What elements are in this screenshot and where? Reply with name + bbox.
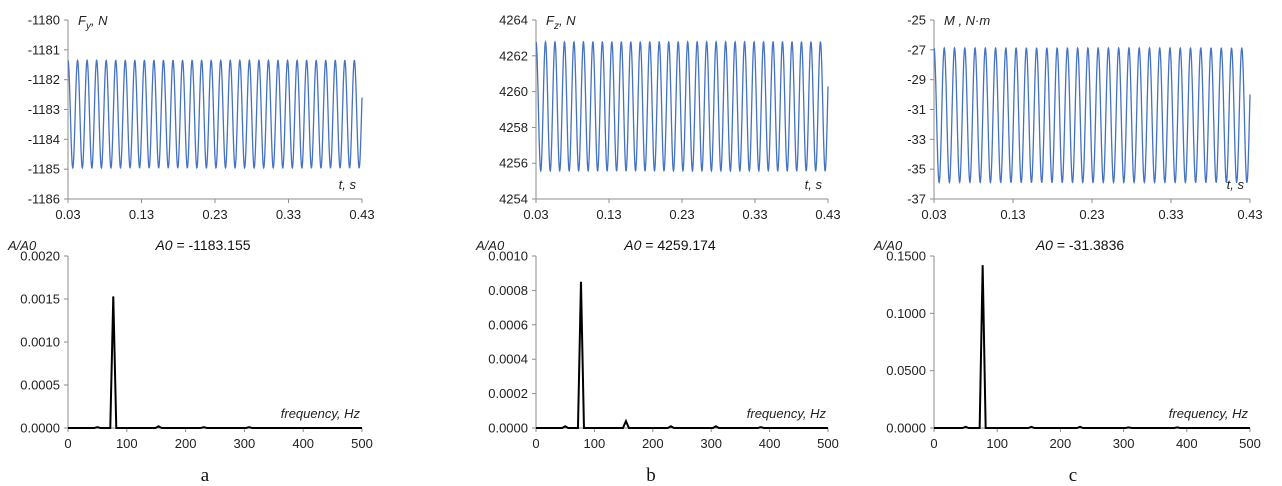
x-tick-label: 0.43: [815, 207, 840, 222]
y-tick-label: -37: [907, 192, 926, 207]
y-tick-label: 0.0000: [886, 421, 926, 436]
x-tick-label: 500: [351, 436, 373, 451]
time-series-line: [535, 40, 829, 173]
y-axis-label: Fy, N: [78, 13, 108, 32]
y-tick-label: 4264: [499, 13, 528, 28]
x-tick-label: 300: [1113, 436, 1135, 451]
y-tick-label: 0.0010: [488, 249, 528, 264]
x-tick-label: 400: [1176, 436, 1198, 451]
x-tick-label: 200: [175, 436, 197, 451]
y-tick-label: 0.0004: [488, 352, 528, 367]
y-tick-label: 0.0010: [20, 335, 60, 350]
x-tick-label: 0.23: [669, 207, 694, 222]
x-tick-label: 0: [64, 436, 71, 451]
y-tick-label: -31: [907, 102, 926, 117]
chart-a-time-history: -1186 -1185 -1184 -1183 -1182 -1181 -1180 0.03 0…: [28, 13, 375, 223]
panel-label-c: c: [1069, 465, 1077, 486]
y-axis-label: A/A0: [475, 238, 505, 253]
chart-b-time-history: 4254 4256 4258 4260 4262 4264 0.03 0.13 0.23 0.33…: [499, 13, 841, 223]
spectrum-line: [934, 265, 1250, 429]
y-tick-label: 0.0002: [488, 386, 528, 401]
y-tick-label: 0.0000: [488, 421, 528, 436]
y-tick-label: -35: [907, 162, 926, 177]
x-axis-label: frequency, Hz: [747, 406, 827, 421]
a0-title: A0 = 4259.174: [623, 237, 716, 253]
y-tick-label: -1186: [28, 192, 60, 207]
y-tick-label: 4262: [499, 48, 528, 63]
x-tick-label: 0.03: [921, 207, 946, 222]
y-tick-label: 0.0500: [886, 363, 926, 378]
y-tick-label: 4256: [499, 156, 528, 171]
y-tick-label: 4258: [499, 120, 528, 135]
a0-title: A0 = -31.3836: [1035, 237, 1125, 253]
y-tick-label: 0.0015: [20, 292, 60, 307]
panel-label-b: b: [646, 465, 656, 486]
x-tick-label: 200: [642, 436, 664, 451]
x-tick-label: 0.13: [129, 207, 154, 222]
x-tick-label: 0.33: [1158, 207, 1183, 222]
y-tick-label: -1181: [28, 42, 60, 57]
x-axis-label: frequency, Hz: [1169, 406, 1249, 421]
x-tick-label: 300: [700, 436, 722, 451]
y-tick-label: 4254: [499, 192, 528, 207]
x-tick-label: 0.13: [596, 207, 621, 222]
x-tick-label: 100: [584, 436, 606, 451]
y-axis-label: A/A0: [7, 238, 37, 253]
x-tick-label: 0.33: [742, 207, 767, 222]
x-tick-label: 400: [759, 436, 781, 451]
x-tick-label: 500: [817, 436, 839, 451]
y-tick-label: -33: [907, 132, 926, 147]
x-axis-label: t, s: [339, 177, 357, 192]
x-tick-label: 0.03: [523, 207, 548, 222]
x-tick-label: 0.23: [1079, 207, 1104, 222]
y-tick-label: -25: [907, 13, 926, 28]
x-tick-label: 0.03: [55, 207, 80, 222]
x-tick-label: 0.33: [276, 207, 301, 222]
time-series-line: [933, 46, 1251, 185]
panel-label-a: a: [201, 465, 210, 486]
x-tick-label: 0.13: [1000, 207, 1025, 222]
x-tick-label: 0.43: [1237, 207, 1262, 222]
y-tick-label: 0.0000: [20, 421, 60, 436]
y-tick-label: 0.0006: [488, 317, 528, 332]
y-tick-label: -1184: [28, 132, 60, 147]
x-axis-label: frequency, Hz: [281, 406, 361, 421]
x-tick-label: 400: [292, 436, 314, 451]
x-tick-label: 200: [1050, 436, 1072, 451]
x-axis-label: t, s: [1227, 177, 1245, 192]
x-tick-label: 0: [532, 436, 539, 451]
y-axis-label: A/A0: [873, 238, 903, 253]
x-axis-label: t, s: [805, 177, 823, 192]
y-tick-label: -29: [907, 72, 926, 87]
chart-a-spectrum: 0.0000 0.0005 0.0010 0.0015 0.0020 0 100 200 300…: [7, 237, 373, 451]
x-tick-label: 0: [930, 436, 937, 451]
x-tick-label: 100: [116, 436, 138, 451]
y-tick-label: 4260: [499, 84, 528, 99]
x-tick-label: 0.23: [202, 207, 227, 222]
y-tick-label: 0.1500: [886, 249, 926, 264]
chart-b-spectrum: 0.0000 0.0002 0.0004 0.0006 0.0008 0.0010 0 100…: [475, 237, 839, 451]
y-tick-label: 0.0005: [20, 378, 60, 393]
chart-c-spectrum: 0.0000 0.0500 0.1000 0.1500 0 100 200 300 400 500…: [873, 237, 1261, 451]
y-tick-label: 0.0008: [488, 283, 528, 298]
x-tick-label: 100: [986, 436, 1008, 451]
x-tick-label: 0.43: [349, 207, 374, 222]
y-tick-label: 0.0020: [20, 249, 60, 264]
y-axis-label: M , N·m: [944, 13, 990, 28]
spectrum-line: [536, 281, 828, 429]
y-axis-label: Fz, N: [546, 13, 576, 32]
y-tick-label: -1183: [28, 102, 60, 117]
a0-title: A0 = -1183.155: [154, 237, 250, 253]
x-tick-label: 300: [234, 436, 256, 451]
y-tick-label: -1182: [28, 72, 60, 87]
x-tick-label: 500: [1239, 436, 1261, 451]
chart-c-time-history: -37 -35 -33 -31 -29 -27 -25 0.03 0.13 0.23 0.33 0.4…: [907, 13, 1262, 223]
y-tick-label: -1180: [28, 13, 60, 28]
y-tick-label: -27: [907, 42, 926, 57]
y-tick-label: 0.1000: [886, 306, 926, 321]
y-tick-label: -1185: [28, 162, 60, 177]
time-series-line: [67, 58, 363, 170]
